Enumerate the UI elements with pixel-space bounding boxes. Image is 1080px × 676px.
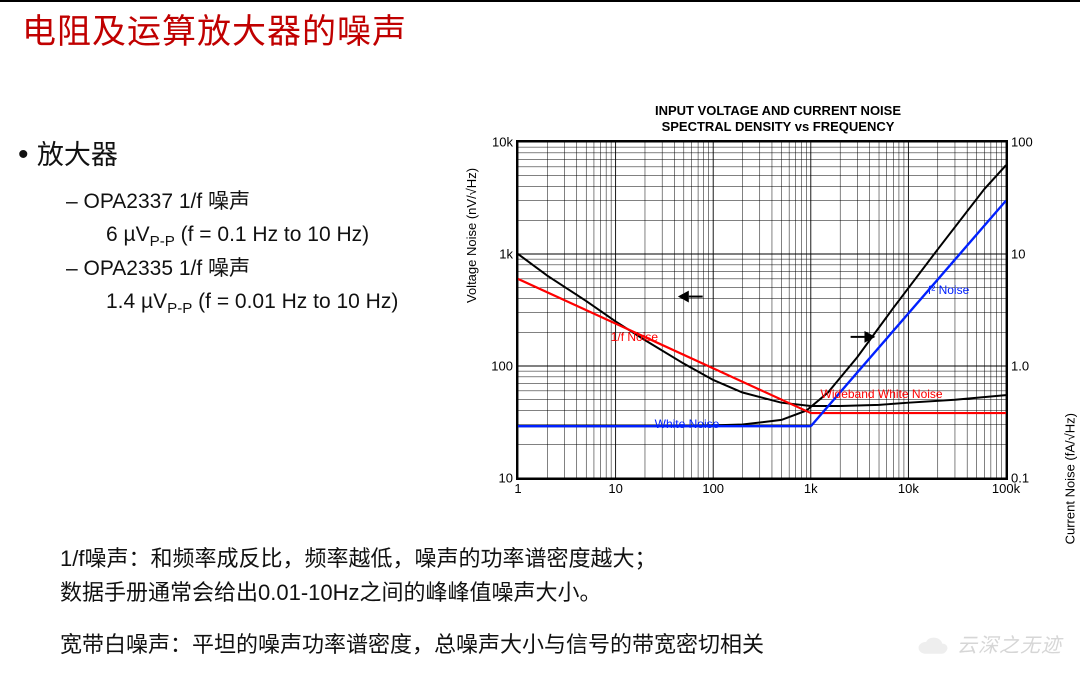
y-tick-right: 1.0	[1006, 358, 1029, 373]
expl-line3: 宽带白噪声：平坦的噪声功率谱密度，总噪声大小与信号的带宽密切相关	[60, 628, 764, 662]
chart-axes: 1101001k10k100k101001k10k0.11.0101001/f …	[516, 140, 1008, 480]
x-tick: 1k	[804, 478, 818, 496]
sub-opa2335-val: 1.4 µVP-P (f = 0.01 Hz to 10 Hz)	[18, 286, 458, 321]
chart-svg	[518, 142, 1006, 478]
chart-annotation: 1/f Noise	[611, 330, 658, 344]
y-tick-left: 10k	[492, 134, 518, 149]
chart-title-l2: SPECTRAL DENSITY vs FREQUENCY	[662, 119, 895, 134]
x-tick: 100	[702, 478, 724, 496]
page-title: 电阻及运算放大器的噪声	[0, 2, 1080, 53]
explanation-text: 1/f噪声：和频率成反比，频率越低，噪声的功率谱密度越大； 数据手册通常会给出0…	[60, 542, 764, 662]
sub-opa2337-val: 6 µVP-P (f = 0.1 Hz to 10 Hz)	[18, 219, 458, 254]
val1-prefix: 6 µV	[106, 223, 150, 246]
expl-line1: 1/f噪声：和频率成反比，频率越低，噪声的功率谱密度越大；	[60, 542, 764, 576]
y-tick-left: 100	[491, 358, 518, 373]
content-row: 放大器 OPA2337 1/f 噪声 6 µVP-P (f = 0.1 Hz t…	[0, 53, 1080, 480]
y-tick-right: 10	[1006, 246, 1025, 261]
x-tick: 10k	[898, 478, 919, 496]
val1-suffix: (f = 0.1 Hz to 10 Hz)	[175, 223, 369, 246]
cloud-icon	[916, 636, 950, 658]
sub-opa2337: OPA2337 1/f 噪声	[18, 186, 458, 219]
bullet-amplifier: 放大器	[18, 133, 458, 172]
watermark: 云深之无迹	[916, 629, 1062, 658]
chart-title: INPUT VOLTAGE AND CURRENT NOISE SPECTRAL…	[458, 103, 1058, 136]
chart-annotation: f² Noise	[928, 283, 969, 297]
watermark-text: 云深之无迹	[957, 635, 1062, 657]
bullet-list: 放大器 OPA2337 1/f 噪声 6 µVP-P (f = 0.1 Hz t…	[18, 103, 458, 480]
y-tick-left: 1k	[499, 246, 518, 261]
expl-line2: 数据手册通常会给出0.01-10Hz之间的峰峰值噪声大小。	[60, 576, 764, 610]
y-tick-right: 100	[1006, 134, 1033, 149]
val1-sub: P-P	[150, 233, 175, 250]
sub-opa2335: OPA2335 1/f 噪声	[18, 253, 458, 286]
noise-chart: INPUT VOLTAGE AND CURRENT NOISE SPECTRAL…	[458, 103, 1058, 480]
chart-annotation: White Noise	[655, 417, 720, 431]
y-tick-left: 10	[499, 470, 518, 485]
y-tick-right: 0.1	[1006, 470, 1029, 485]
y-axis-right-label: Current Noise (fA/√Hz)	[1062, 413, 1077, 544]
chart-annotation: Wideband White Noise	[821, 387, 943, 401]
val2-suffix: (f = 0.01 Hz to 10 Hz)	[192, 290, 398, 313]
chart-title-l1: INPUT VOLTAGE AND CURRENT NOISE	[655, 103, 901, 118]
y-axis-left-label: Voltage Noise (nV/√Hz)	[464, 168, 479, 303]
x-tick: 10	[608, 478, 622, 496]
val2-sub: P-P	[167, 300, 192, 317]
val2-prefix: 1.4 µV	[106, 290, 167, 313]
